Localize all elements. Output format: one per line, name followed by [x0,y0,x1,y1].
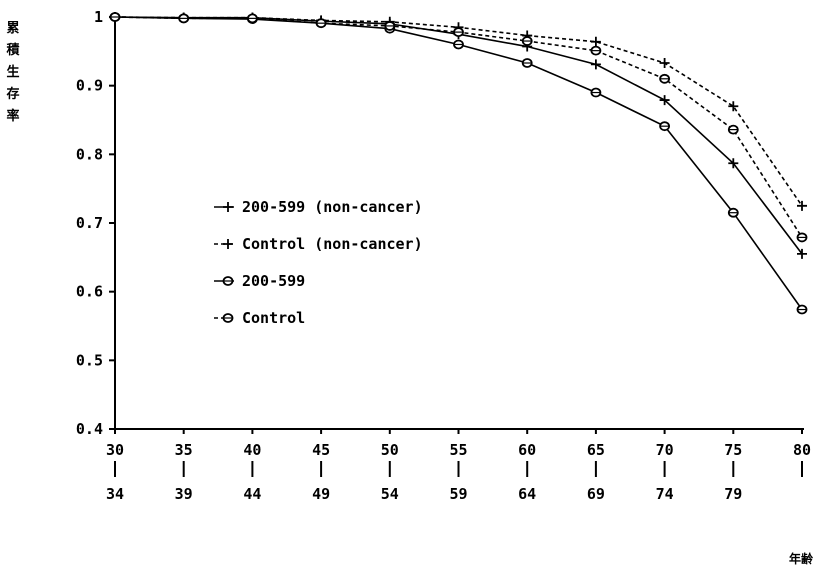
y-tick-label: 0.6 [76,283,103,301]
series-2 [109,12,808,315]
y-axis-label-char: 存 [6,86,19,102]
y-tick-label: 0.9 [76,77,103,95]
legend-label: Control (non-cancer) [242,235,423,253]
x-tick-label-start: 50 [381,441,399,459]
y-axis-label-char: 率 [6,108,19,124]
plus-marker [659,58,670,69]
plus-marker [797,248,807,259]
x-tick-label-end: 59 [449,485,467,503]
legend-label: 200-599 (non-cancer) [242,198,423,216]
x-tick-label-start: 60 [518,441,536,459]
y-ticks: 0.4 0.5 0.6 0.7 0.8 0.9 1 [76,8,115,438]
x-tick-label-start: 45 [312,441,330,459]
x-tick-label-start: 80 [793,441,811,459]
y-axis-label-char: 累 [6,20,19,36]
y-tick-label: 0.8 [76,145,103,163]
legend-item: 200-599 [214,272,305,290]
legend-item: Control [214,309,305,327]
x-tick-label-end: 44 [243,485,261,503]
legend-label: Control [242,309,305,327]
plus-marker [223,239,233,249]
x-tick-label-start: 40 [243,441,261,459]
plus-marker [728,158,739,169]
legend-label: 200-599 [242,272,305,290]
plus-marker [590,36,601,47]
x-tick-label-start: 70 [656,441,674,459]
plus-marker [223,202,233,212]
legend-item: 200-599 (non-cancer) [214,198,423,216]
series-line [114,16,803,255]
x-tick-label-end: 39 [175,485,193,503]
x-tick-label-end: 74 [656,485,674,503]
series-layer [109,12,808,315]
legend: 200-599 (non-cancer) Control (non-cancer)… [214,198,423,327]
x-tick-label-end: 49 [312,485,330,503]
y-axis-label-char: 積 [5,42,20,58]
series-line [114,16,803,310]
plus-marker [797,200,807,211]
y-axis-label-char: 生 [6,64,19,80]
plus-marker [590,59,601,70]
x-tick-label-start: 35 [175,441,193,459]
y-tick-label: 0.5 [76,351,103,369]
x-tick-label-end: 69 [587,485,605,503]
x-tick-label-end: 54 [381,485,399,503]
x-ticks: 30 34 35 39 40 44 45 49 50 54 55 59 60 64 65 69 70 74 75 79… [106,429,811,503]
legend-item: Control (non-cancer) [214,235,423,253]
y-tick-label: 1 [94,8,103,26]
series-line [114,16,803,238]
series-3 [109,12,808,243]
y-tick-label: 0.4 [76,420,103,438]
x-tick-label-start: 65 [587,441,605,459]
plus-marker [659,95,670,106]
x-tick-label-start: 75 [724,441,742,459]
y-tick-label: 0.7 [76,214,103,232]
axes [114,17,804,430]
x-tick-label-end: 79 [724,485,742,503]
x-tick-label-start: 30 [106,441,124,459]
x-tick-label-end: 64 [518,485,536,503]
plus-marker [728,101,739,112]
x-tick-label-start: 55 [449,441,467,459]
x-axis-label: 年齢 [789,551,814,566]
x-tick-label-end: 34 [106,485,124,503]
